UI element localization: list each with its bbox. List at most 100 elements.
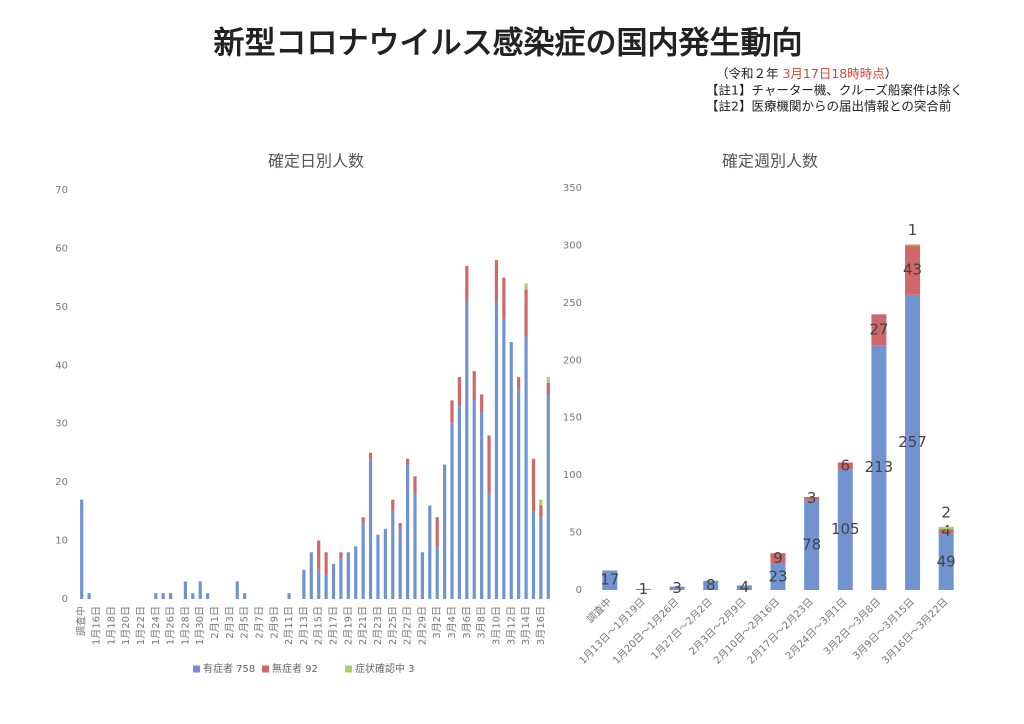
bar-segment <box>703 580 719 590</box>
bar-segment <box>465 301 469 599</box>
x-tick-label: 3月10日 <box>490 606 502 645</box>
bar-segment <box>368 458 373 599</box>
bar-segment <box>435 517 439 547</box>
bar-segment <box>435 546 439 599</box>
bar-segment <box>487 493 491 599</box>
page-title: 新型コロナウイルス感染症の国内発生動向 <box>214 26 803 62</box>
y-tick-label: 20 <box>55 477 68 488</box>
x-tick-label: 2月5日 <box>239 606 251 639</box>
bar-segment <box>938 529 954 534</box>
bar-segment <box>450 400 454 424</box>
bar-segment <box>87 593 91 599</box>
bar-segment <box>450 423 454 599</box>
x-tick-label: 3月2日 <box>431 606 443 639</box>
bar-segment <box>905 244 921 246</box>
x-tick-label: 2月1日 <box>209 606 221 639</box>
bar-segment <box>938 533 954 590</box>
bar-segment <box>457 376 462 407</box>
x-tick-label: 3月14日 <box>520 606 532 645</box>
x-tick-label: 3月2日～3月8日 <box>821 596 883 658</box>
bar-segment <box>413 476 417 494</box>
x-tick-label: 3月16日～3月22日 <box>880 596 951 667</box>
bar-segment <box>243 593 247 599</box>
bar-segment <box>361 517 365 524</box>
legend-swatch <box>262 665 269 673</box>
bar-segment <box>837 469 853 590</box>
y-tick-label: 200 <box>563 355 582 366</box>
bar-segment <box>871 345 887 590</box>
bar-segment <box>539 517 543 599</box>
bar-segment <box>804 500 820 590</box>
bar-segment <box>154 593 158 599</box>
legend-swatch <box>193 665 200 673</box>
bar-segment <box>391 511 395 599</box>
bar-segment <box>905 245 921 295</box>
bar-segment <box>502 277 506 319</box>
data-label: 4 <box>740 578 750 596</box>
y-tick-label: 70 <box>55 185 68 196</box>
x-tick-label: 1月20日～1月26日 <box>610 596 681 667</box>
bar-segment <box>502 318 506 599</box>
data-label: 1 <box>908 221 918 239</box>
x-tick-label: 2月23日 <box>372 606 384 645</box>
bar-segment <box>428 505 432 599</box>
note: 【註1】チャーター機、クルーズ船案件は除く <box>706 83 963 98</box>
x-tick-label: 2月17日 <box>328 606 340 645</box>
y-tick-label: 60 <box>55 243 68 254</box>
y-tick-label: 150 <box>563 413 582 424</box>
bar-segment <box>938 526 954 530</box>
x-tick-label: 1月20日 <box>120 606 132 645</box>
bar-segment <box>494 260 499 302</box>
x-tick-label: 調査中 <box>75 606 88 636</box>
bar-segment <box>405 458 410 465</box>
bar-segment <box>376 534 380 599</box>
data-label: 17 <box>600 571 619 589</box>
bar-segment <box>206 593 210 599</box>
x-tick-label: 2月29日 <box>416 606 428 645</box>
bar-segment <box>509 341 513 599</box>
bar-segment <box>354 546 358 599</box>
note: 【註2】医療機関からの届出情報との突合前 <box>706 99 951 114</box>
data-label: 213 <box>865 458 894 476</box>
legend-label: 症状確認中 3 <box>355 662 415 675</box>
bar-segment <box>770 553 786 564</box>
y-tick-label: 30 <box>55 419 68 430</box>
bar-segment <box>361 523 365 599</box>
bar-segment <box>770 563 786 590</box>
bar-segment <box>546 382 550 395</box>
bar-segment <box>235 581 239 599</box>
data-label: 49 <box>937 552 956 570</box>
data-label: 23 <box>768 567 787 585</box>
x-tick-label: 1月30日 <box>194 606 206 645</box>
y-tick-label: 0 <box>62 594 68 605</box>
bar-segment <box>539 505 543 518</box>
bar-segment <box>546 376 550 383</box>
x-tick-label: 3月12日 <box>505 606 517 645</box>
bar-segment <box>602 570 618 590</box>
x-tick-label: 2月24日～3月1日 <box>783 596 849 662</box>
x-tick-label: 1月24日 <box>150 606 162 645</box>
bar-segment <box>524 336 528 599</box>
x-tick-label: 3月4日 <box>446 606 458 639</box>
bar-segment <box>383 528 387 599</box>
x-tick-label: 2月3日 <box>224 606 236 639</box>
x-tick-label: 2月21日 <box>357 606 369 645</box>
data-label: 257 <box>898 433 927 451</box>
bar-segment <box>317 569 321 599</box>
bar-segment <box>191 593 195 599</box>
data-label: 3 <box>672 579 682 597</box>
bar-segment <box>905 294 921 590</box>
bar-segment <box>517 388 521 599</box>
bar-segment <box>391 499 395 512</box>
bar-segment <box>405 464 410 599</box>
x-tick-label: 2月15日 <box>313 606 325 645</box>
x-tick-label: 2月17日～2月23日 <box>745 596 816 667</box>
bar-segment <box>339 558 343 599</box>
y-tick-label: 0 <box>576 585 582 596</box>
bar-segment <box>398 523 402 529</box>
legend-label: 無症者 92 <box>272 662 318 675</box>
bar-segment <box>324 552 328 576</box>
bar-segment <box>472 371 476 401</box>
x-tick-label: 2月11日 <box>283 606 295 645</box>
bar-segment <box>368 452 373 459</box>
